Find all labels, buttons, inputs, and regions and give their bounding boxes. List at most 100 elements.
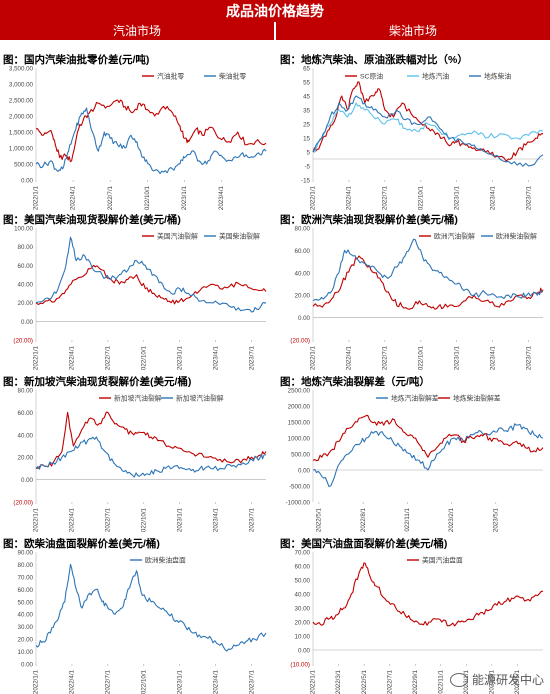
panel-local-refinery-change: 图：地炼汽柴油、原油涨跌幅对比（%） 65 55 45 35 25 15 5 -5 -15 202… (277, 50, 549, 210)
chart-svg: 2500.00 2000.00 1500.00 1000.00 500.00 0.00 -5… (286, 388, 544, 532)
y-tick-label: 100.00 (14, 226, 33, 233)
series-line (312, 414, 544, 462)
x-tick-label: 2022/3/1 (335, 669, 342, 694)
y-tick-label: 30.00 (295, 606, 311, 613)
x-tick-label: 2022/1/1 (33, 185, 40, 210)
y-tick-label: -5 (304, 164, 310, 171)
y-tick-label: 0.00 (21, 477, 34, 484)
legend-label: 地炼汽油裂解差 (391, 394, 439, 403)
x-tick-label: 2022/11/1 (437, 669, 444, 694)
panel-singapore-crack: 图：新加坡汽柴油现货裂解价差(美元/桶) 80.00 60.00 40.00 20.0… (0, 372, 272, 532)
y-tick-label: 50.00 (18, 599, 34, 606)
y-tick-label: 0.00 (298, 648, 311, 655)
x-tick-label: 2023/1/1 (453, 345, 460, 370)
x-tick-label: 2022/4/1 (69, 507, 76, 532)
y-tick-label: (20.00) (13, 500, 33, 507)
y-tick-label: 3,500.00 (9, 66, 34, 73)
legend-label: 欧洲柴油盘面 (145, 556, 186, 565)
y-tick-label: 0.00 (21, 662, 34, 669)
x-tick-label: 2022/7/1 (382, 185, 389, 210)
x-tick-label: 2022/7/1 (105, 507, 112, 532)
panel-domestic-spread: 图：国内汽柴油批零价差(元/吨) 3,500.00 3,000.00 2,500.0… (0, 50, 272, 210)
chart-title: 图：美国汽油盘面裂解价差(美元/桶) (280, 538, 448, 550)
x-tick-label: 2023/1/1 (176, 669, 183, 694)
x-tick-label: 2023/4/1 (212, 345, 219, 370)
legend-label: 地炼汽油 (422, 72, 449, 81)
chart-svg: 80.00 60.00 40.00 20.00 0.00 (20.00)2022/1/1 2… (290, 226, 544, 370)
y-tick-label: 1,500.00 (9, 130, 34, 137)
x-tick-label: 2022/10/1 (417, 185, 424, 210)
y-tick-label: 60.00 (295, 564, 311, 571)
x-tick-label: 2022/4/1 (346, 345, 353, 370)
y-tick-label: 2000.00 (288, 404, 311, 411)
x-tick-label: 2022/4/1 (69, 669, 76, 694)
y-tick-label: 1000.00 (288, 436, 311, 443)
y-tick-label: 0.00 (21, 178, 34, 185)
y-tick-label: (20.00) (13, 338, 33, 345)
y-tick-label: 80.00 (295, 226, 311, 233)
y-tick-label: 70.00 (295, 550, 311, 557)
x-tick-label: 2022/8/1 (360, 507, 367, 532)
legend-label: 柴油批零 (219, 72, 246, 81)
panel-us-crack: 图：美国汽柴油现货裂解价差(美元/桶) 100.00 80.00 60.00 40.0… (0, 210, 272, 370)
left-column-header: 汽油市场 (0, 22, 274, 40)
panel-eu-diesel-futures: 图：欧柴油盘面裂解价差(美元/桶) 90.00 80.00 70.00 60.00 50… (0, 534, 272, 694)
x-tick-label: 2023/7/1 (248, 669, 255, 694)
x-tick-label: 2022/5/1 (361, 669, 368, 694)
series-line (312, 562, 544, 627)
y-tick-label: 80.00 (18, 388, 34, 395)
legend-label: 美国汽油裂解 (157, 232, 198, 241)
x-tick-label: 2023/4/1 (218, 185, 225, 210)
y-tick-label: -500.00 (289, 484, 311, 491)
x-tick-label: 2022/4/1 (346, 185, 353, 210)
x-tick-label: 2022/11/1 (404, 507, 411, 532)
y-tick-label: 40.00 (18, 282, 34, 289)
x-tick-label: 2023/4/1 (489, 345, 496, 370)
wechat-icon (449, 672, 468, 687)
chart-svg: 100.0080.0060.0040.0020.000.00(20.00)202… (13, 226, 267, 370)
x-tick-label: 2022/7/1 (105, 345, 112, 370)
legend-label: 欧洲柴油裂解 (496, 232, 537, 241)
panel-local-refinery-crack: 图：地炼汽柴油裂解差（元/吨） 2500.00 2000.00 1500.00 100… (277, 372, 549, 532)
legend-label: 美国汽油盘面 (422, 556, 463, 565)
y-tick-label: 60.00 (295, 248, 311, 255)
x-tick-label: 2022/10/1 (417, 345, 424, 370)
y-tick-label: 40.00 (18, 612, 34, 619)
chart-title: 图：地炼汽柴油、原油涨跌幅对比（%） (280, 54, 468, 66)
y-tick-label: 60.00 (18, 410, 34, 417)
legend-label: 汽油批零 (157, 72, 184, 81)
y-tick-label: 3,000.00 (9, 82, 34, 89)
y-tick-label: 10.00 (295, 634, 311, 641)
y-tick-label: 45 (303, 94, 310, 101)
legend-label: 地炼柴油 (484, 72, 511, 81)
x-tick-label: 2023/1/1 (176, 345, 183, 370)
chart-svg: 70.00 60.00 50.00 40.00 30.00 20.00 10.00 0.00 (… (290, 550, 544, 694)
y-tick-label: 20.00 (18, 300, 34, 307)
y-tick-label: 30.00 (18, 624, 34, 631)
x-tick-label: 2023/5/1 (492, 507, 499, 532)
y-tick-label: 1500.00 (288, 420, 311, 427)
x-tick-label: 2022/1/1 (33, 345, 40, 370)
watermark-text: 能源研发中心 (471, 673, 544, 687)
y-tick-label: 20.00 (18, 455, 34, 462)
series-line (312, 255, 544, 310)
y-tick-label: 35 (303, 108, 310, 115)
legend-label: 欧洲汽油裂解 (434, 232, 475, 241)
x-tick-label: 2023/4/1 (212, 669, 219, 694)
y-tick-label: 0.00 (298, 315, 311, 322)
y-tick-label: 20.00 (295, 620, 311, 627)
series-line (35, 563, 267, 652)
series-line (35, 436, 267, 478)
chart-title: 图：欧洲汽柴油现货裂解价差(美元/桶) (280, 214, 458, 226)
y-tick-label: 65 (303, 66, 310, 73)
x-tick-label: 2022/1/1 (310, 185, 317, 210)
y-tick-label: 1,000.00 (9, 146, 34, 153)
watermark: 能源研发中心 (449, 671, 544, 688)
series-line (312, 423, 544, 487)
x-tick-label: 2022/7/1 (386, 669, 393, 694)
legend-label: SC原油 (360, 72, 383, 81)
y-tick-label: 50.00 (295, 578, 311, 585)
x-tick-label: 2022/4/1 (69, 345, 76, 370)
y-tick-label: 25 (303, 122, 310, 129)
y-tick-label: 60.00 (18, 587, 34, 594)
